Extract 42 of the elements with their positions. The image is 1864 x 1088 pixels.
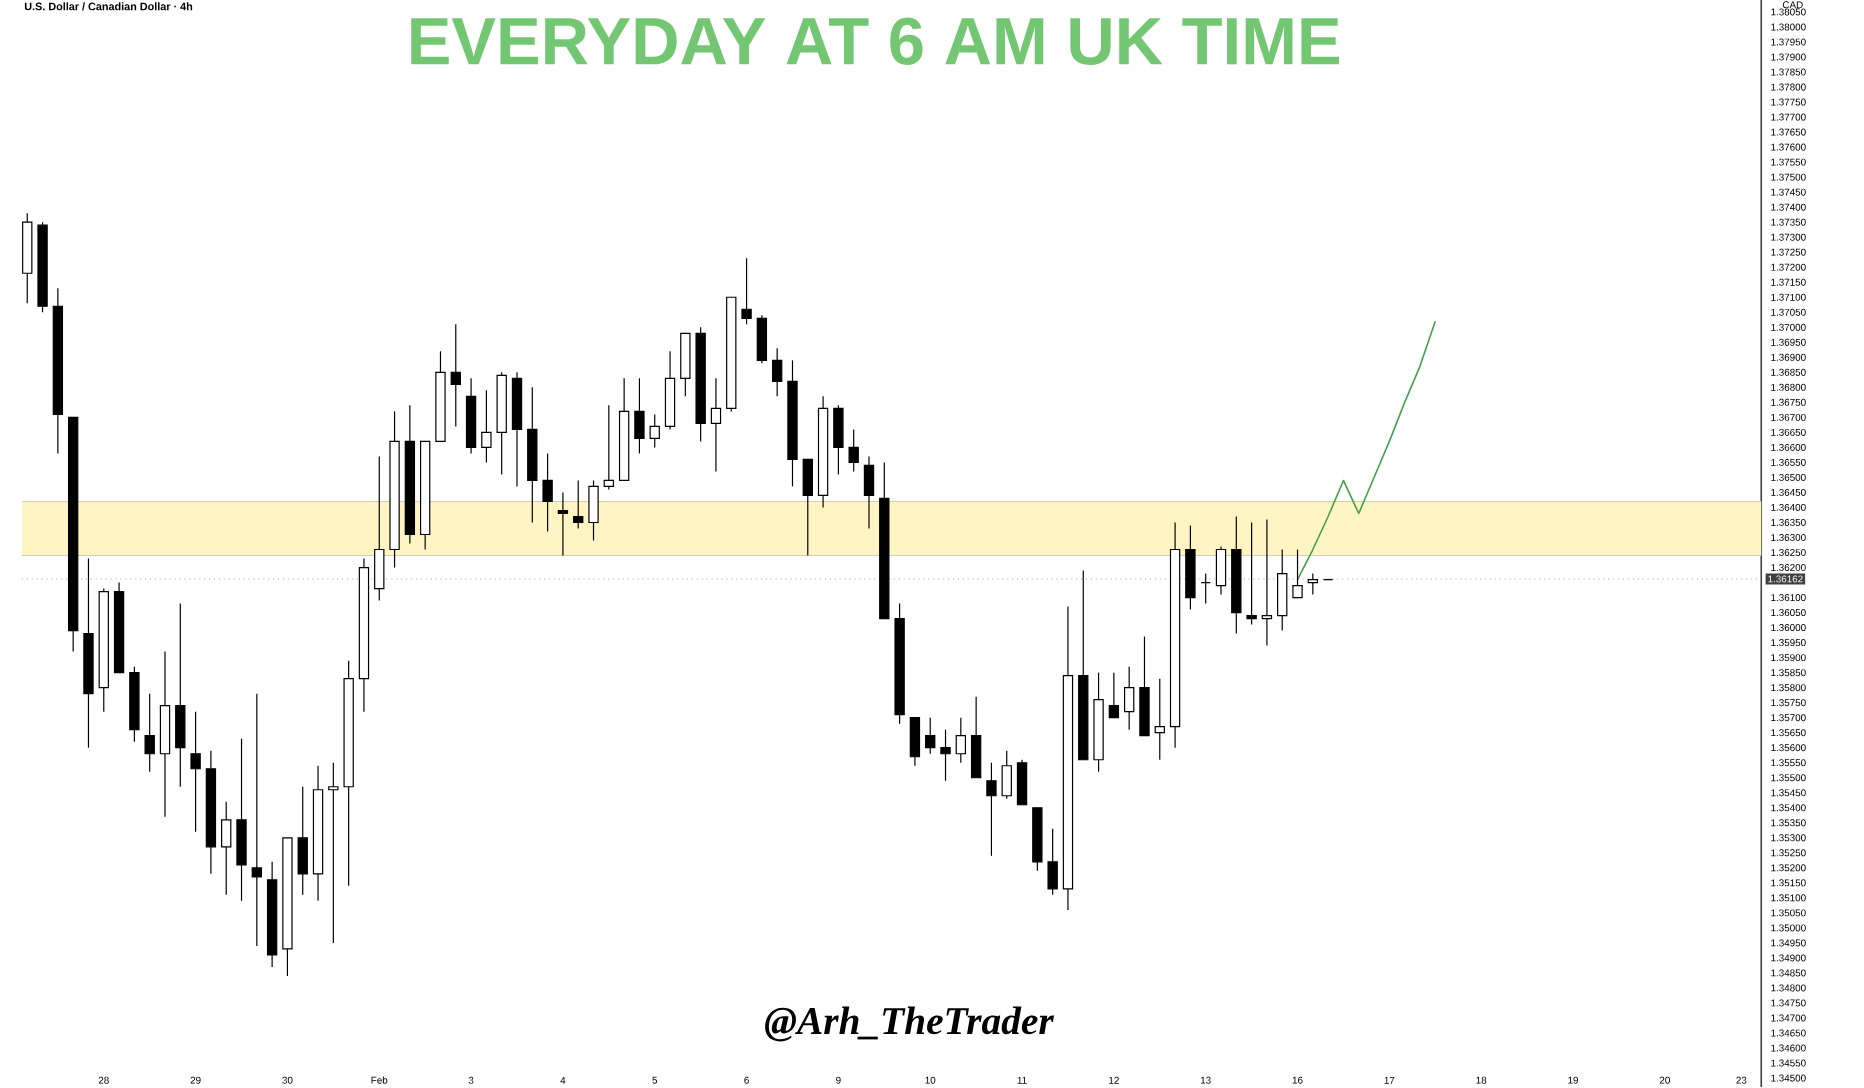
candlestick [1215,546,1227,596]
candlestick [221,801,232,896]
annotation: @Arh_TheTrader [765,1007,1055,1042]
candlestick [863,456,875,530]
candlestick [511,372,523,488]
candlestick [190,711,201,833]
candlestick [787,360,798,488]
candlestick [1231,516,1242,635]
candlestick [542,453,553,533]
candlestick [297,786,308,896]
candlestick [389,411,400,569]
candlestick [1123,666,1135,731]
candlestick [557,492,569,557]
candlestick [664,351,676,431]
candlestick [756,315,768,365]
candlestick [465,378,477,455]
line-series [1296,320,1437,581]
candlestick [358,558,370,713]
candlestick [343,660,354,887]
candlestick [404,405,416,545]
candlestick [1169,522,1181,749]
candlestick [1261,519,1273,647]
candlestick [205,750,217,875]
candlestick [328,762,339,944]
candlestick [986,762,997,857]
annotation: EVERYDAY AT 6 AM UK TIME [411,18,1339,66]
candlestick [236,738,247,902]
candlestick [266,861,278,969]
candlestick [710,378,722,473]
candlestick [817,396,829,509]
candlestick [159,651,171,818]
candlestick [527,387,538,524]
candlestick [144,693,155,773]
candlestick [52,288,64,455]
candlestick [251,693,263,947]
candlestick [940,729,951,782]
candlestick [450,324,461,428]
candlestick [1154,678,1165,761]
candlestick [83,558,94,749]
candlestick [312,765,324,902]
candlestick [1062,606,1074,911]
candlestick [175,603,186,788]
